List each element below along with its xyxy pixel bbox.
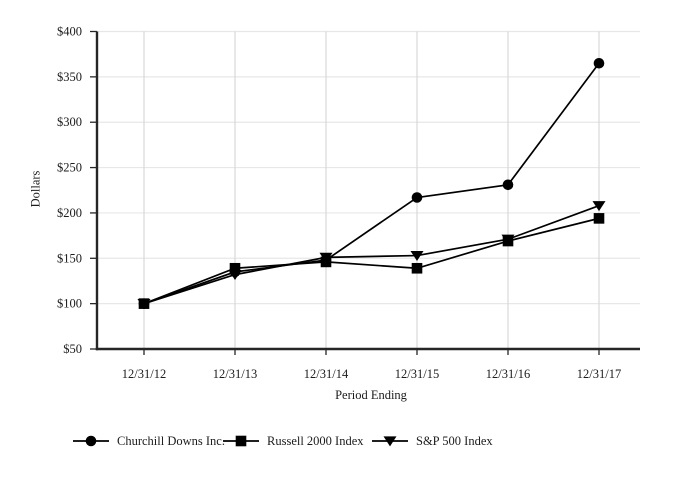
- y-tick-label: $300: [57, 115, 82, 129]
- x-tick-label: 12/31/15: [395, 367, 439, 381]
- data-point-square: [138, 298, 150, 309]
- series-line: [143, 62, 600, 305]
- square-marker-icon: [223, 435, 259, 447]
- series-s-p-500-index: [137, 201, 606, 310]
- data-point-square: [502, 235, 514, 247]
- x-axis-title: Period Ending: [335, 388, 407, 402]
- series-churchill-downs-inc: [138, 57, 605, 309]
- legend-label: S&P 500 Index: [416, 433, 493, 448]
- y-tick-label: $400: [57, 25, 82, 39]
- x-tick-label: 12/31/16: [486, 367, 530, 381]
- y-tick-label: $250: [57, 161, 82, 175]
- y-tick-label: $150: [57, 251, 82, 265]
- performance-line-chart: $50 $100 $150 $200 $250 $300 $350 $400 12/31/12 1…: [57, 25, 640, 381]
- data-point-circle: [411, 192, 423, 203]
- x-tick-label: 12/31/13: [213, 367, 257, 381]
- data-point-circle: [593, 57, 605, 69]
- data-point-square: [320, 256, 332, 268]
- legend-item-s-p-500-index: S&P 500 Index: [372, 433, 493, 449]
- legend-label: Churchill Downs Inc.: [117, 433, 225, 448]
- legend-item-russell-2000-index: Russell 2000 Index: [223, 433, 364, 449]
- series-line: [143, 204, 600, 305]
- y-tick-label: $200: [57, 206, 82, 220]
- circle-marker-icon: [73, 435, 109, 447]
- y-axis-title: Dollars: [28, 170, 43, 208]
- legend-label: Russell 2000 Index: [267, 433, 364, 448]
- x-tick-label: 12/31/17: [577, 367, 621, 381]
- data-point-triangle-down: [410, 250, 424, 261]
- y-tick-label: $50: [63, 342, 82, 356]
- chart-legend: Churchill Downs Inc. Russell 2000 Index S&…: [0, 433, 673, 453]
- legend-marker: [85, 435, 97, 447]
- legend-item-churchill-downs-inc: Churchill Downs Inc.: [73, 433, 225, 449]
- y-tick-label: $100: [57, 297, 82, 311]
- triangle-down-marker-icon: [372, 436, 408, 447]
- legend-marker: [235, 435, 247, 447]
- data-point-circle: [502, 179, 514, 191]
- x-tick-label: 12/31/14: [304, 367, 349, 381]
- data-point-square: [229, 262, 241, 274]
- data-point-square: [593, 213, 605, 224]
- series-line: [143, 217, 600, 305]
- legend-marker: [383, 436, 397, 447]
- x-tick-label: 12/31/12: [122, 367, 166, 381]
- series-russell-2000-index: [138, 213, 605, 309]
- data-point-square: [411, 262, 423, 274]
- data-point-triangle-down: [592, 201, 606, 212]
- y-tick-label: $350: [57, 70, 82, 84]
